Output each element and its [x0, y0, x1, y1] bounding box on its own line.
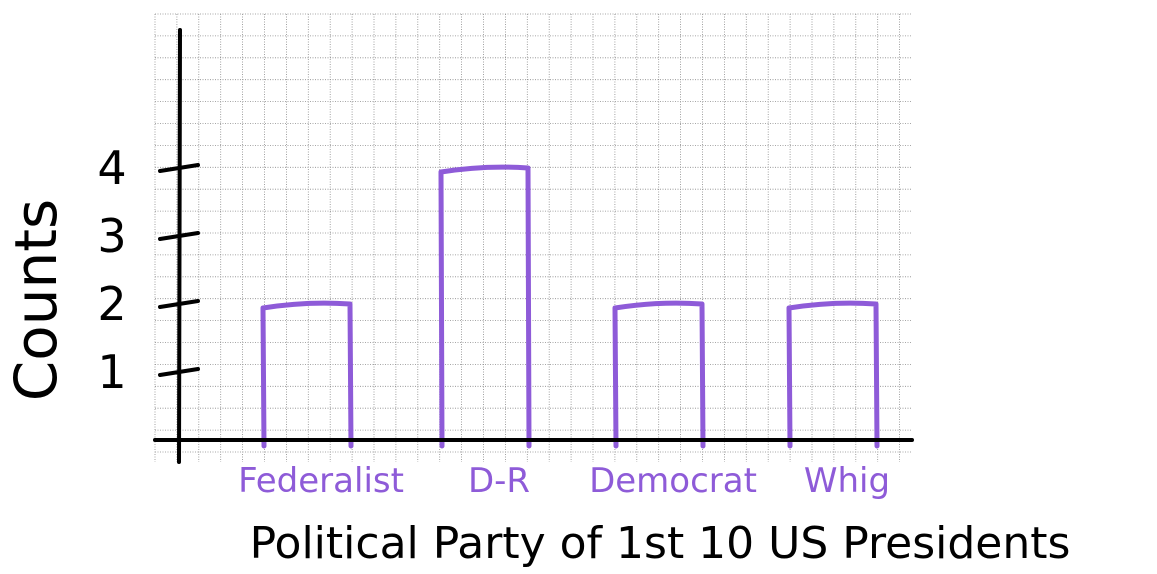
y-tick-label: 3 — [97, 209, 126, 263]
y-tick-mark — [158, 163, 200, 173]
bar-whig — [786, 300, 880, 449]
y-tick-mark — [158, 367, 200, 377]
category-label: Democrat — [589, 461, 757, 501]
chart-bars — [260, 164, 880, 449]
y-axis-line — [177, 28, 182, 464]
category-label: Federalist — [238, 461, 404, 501]
x-axis-label: Political Party of 1st 10 US Presidents — [250, 518, 1071, 569]
chart-axes — [153, 28, 914, 464]
bar-democrat — [612, 300, 706, 449]
y-tick-label: 4 — [97, 141, 126, 195]
category-label: D-R — [468, 461, 530, 501]
y-tick-label: 2 — [97, 277, 126, 331]
y-tick-mark — [158, 299, 200, 309]
chart-grid — [154, 13, 912, 462]
bar-federalist — [260, 300, 354, 449]
y-tick-label: 1 — [97, 345, 126, 399]
category-label: Whig — [804, 461, 890, 501]
x-axis-category-labels: Federalist D-R Democrat Whig — [238, 461, 890, 501]
bar-d-r — [438, 164, 532, 449]
y-tick-mark — [158, 231, 200, 241]
y-axis-ticks: 1 2 3 4 — [97, 141, 200, 399]
y-axis-label: Counts — [2, 199, 70, 401]
